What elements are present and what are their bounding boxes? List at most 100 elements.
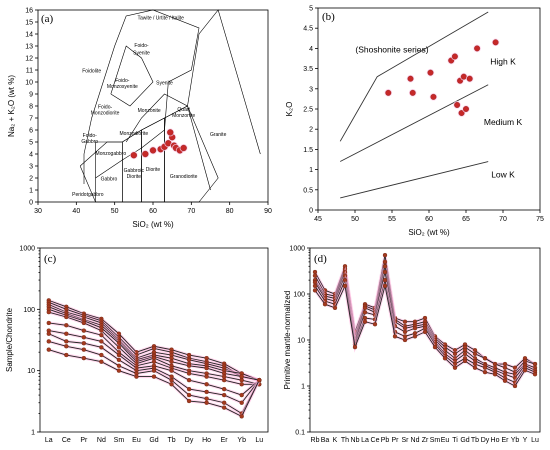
x-tick-label-b: 60 <box>425 216 433 223</box>
series-point-d <box>362 305 368 310</box>
x-tick-label-c: Nd <box>97 437 106 444</box>
series-point-c <box>186 386 192 392</box>
y-tick-label-b: 4 <box>309 46 313 53</box>
y-tick-label-a: 9 <box>29 92 33 99</box>
sample-point-b <box>407 75 414 82</box>
x-tick-label-d: Rb <box>311 437 320 444</box>
field-label-a: Diorite <box>146 167 161 173</box>
series-point-c <box>186 357 192 363</box>
series-boundary-line-1 <box>339 84 489 162</box>
series-point-d <box>342 278 348 283</box>
x-tick-label-d: Pb <box>381 437 390 444</box>
series-point-c <box>222 400 227 405</box>
series-point-c <box>151 346 157 351</box>
x-tick-label-b: 55 <box>388 216 396 223</box>
tas-field-boundary-6 <box>110 45 154 107</box>
series-point-c <box>222 374 227 379</box>
series-point-c <box>204 400 209 405</box>
x-tick-label-d: Sm <box>430 437 441 444</box>
y-tick-label-d: 1000 <box>289 246 305 253</box>
series-point-c <box>64 323 69 328</box>
y-tick-label-a: 13 <box>25 44 33 51</box>
x-tick-label-d: Lu <box>531 437 539 444</box>
x-tick-label-d: Zr <box>422 437 429 444</box>
x-tick-label-d: Nd <box>411 437 420 444</box>
x-tick-label-b: 45 <box>314 216 322 223</box>
series-point-d <box>382 259 388 264</box>
series-point-c <box>222 378 227 383</box>
x-tick-label-a: 90 <box>264 208 272 215</box>
series-point-c <box>46 347 51 352</box>
panel-a: (a)30 40 50 60 70 80 9001234567891011121314151… <box>7 8 272 230</box>
tas-field-boundary-7 <box>125 9 261 155</box>
sample-point-b <box>458 110 465 116</box>
series-point-c <box>186 378 192 383</box>
panel-b: (b) 45 50 55 60 65 70 75 0 0.5 1 1.5 2 2.5 3 3.5 4 4.5 5 Si… <box>285 6 544 238</box>
series-point-c <box>99 345 104 350</box>
x-tick-label-c: Eu <box>132 437 141 444</box>
y-tick-label-d: 100 <box>293 292 305 299</box>
series-point-c <box>239 414 244 419</box>
series-point-c <box>169 382 174 387</box>
series-point-d <box>312 273 318 278</box>
x-tick-label-d: Ho <box>491 437 500 444</box>
x-tick-label-d: Th <box>341 437 349 444</box>
x-tick-label-d: Ti <box>452 437 458 444</box>
series-point-c <box>64 314 69 320</box>
series-point-c <box>81 328 86 333</box>
panel-label-b: (b) <box>322 11 335 23</box>
x-axis-title-b: SiO₂ (wt %) <box>408 228 450 237</box>
x-tick-label-d: Tb <box>471 437 479 444</box>
y-tick-label-c: 10 <box>27 368 35 375</box>
field-label-a: Monzonite <box>172 113 195 119</box>
plot-frame-b <box>317 7 541 211</box>
series-point-d <box>312 280 318 285</box>
series-point-c <box>239 374 244 379</box>
x-tick-label-d: K <box>333 437 338 444</box>
series-point-d <box>422 315 428 321</box>
field-label-a: Monzonite <box>138 108 161 114</box>
sample-point-b <box>409 89 416 96</box>
sample-point-b <box>451 53 458 60</box>
x-tick-label-d: Er <box>502 437 510 444</box>
y-tick-label-d: 0.1 <box>295 430 305 437</box>
series-point-c <box>81 320 86 326</box>
y-tick-label-a: 7 <box>29 116 33 123</box>
x-tick-label-c: Pr <box>80 437 88 444</box>
field-label-a: Foido- <box>115 78 130 84</box>
panel-label-a: (a) <box>41 13 54 25</box>
x-tick-label-d: La <box>361 437 369 444</box>
series-point-d <box>382 283 388 289</box>
series-label-b: High K <box>490 57 516 67</box>
series-point-c <box>239 378 244 383</box>
x-tick-label-d: Eu <box>441 437 450 444</box>
y-tick-label-a: 3 <box>29 164 33 171</box>
field-label-a: Monzosyenite <box>107 84 138 90</box>
x-tick-label-b: 70 <box>499 216 507 223</box>
tas-field-boundary-3 <box>122 129 142 202</box>
x-tick-label-d: Ce <box>371 437 380 444</box>
y-tick-label-a: 2 <box>29 176 33 183</box>
x-tick-label-a: 30 <box>34 208 42 215</box>
series-point-d <box>462 351 468 356</box>
series-point-d <box>402 329 408 335</box>
panel-label-c: (c) <box>44 253 57 265</box>
series-point-c <box>116 368 122 373</box>
series-boundary-line-2 <box>340 161 489 199</box>
sample-point-a <box>149 147 157 154</box>
field-label-a: Foidolite <box>82 68 101 74</box>
sample-point-b <box>454 102 461 108</box>
field-label-a: Quart <box>177 107 190 113</box>
series-label-b: (Shoshonite series) <box>355 44 428 54</box>
series-point-d <box>402 334 408 339</box>
y-tick-label-c: 1 <box>31 430 35 437</box>
panel-d: (d) 0.1 1 10 100 1000 Rb Ba K Th Nb La Ce Pb Pr Sr Nd Zr S… <box>283 246 541 444</box>
series-point-d <box>412 326 418 331</box>
x-tick-label-a: 40 <box>72 208 80 215</box>
field-label-a: Gabbroic <box>124 168 145 174</box>
y-tick-label-a: 4 <box>29 152 33 159</box>
series-point-d <box>482 370 488 375</box>
series-point-d <box>462 348 468 353</box>
series-point-d <box>502 361 508 367</box>
